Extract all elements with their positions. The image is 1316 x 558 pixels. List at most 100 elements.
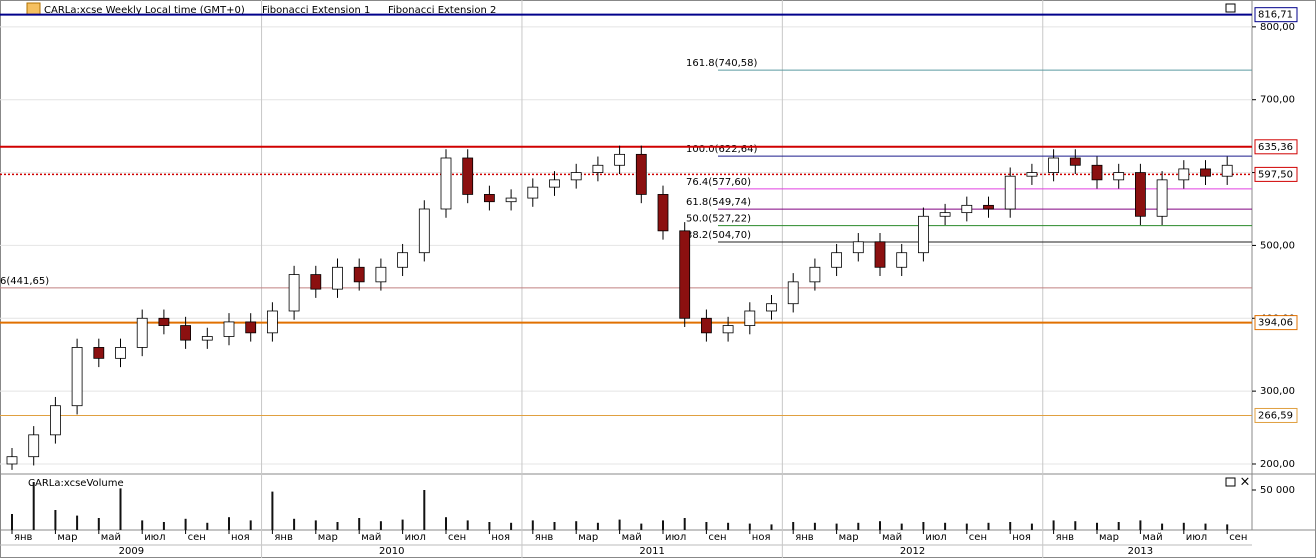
x-tick-label: май (882, 532, 902, 543)
year-label: 2013 (1128, 546, 1153, 557)
level-box (1254, 166, 1298, 182)
candle-body (310, 274, 322, 290)
close-button[interactable]: × (1240, 475, 1251, 490)
candle-body (353, 266, 365, 283)
tool-label[interactable]: Fibonacci Extension 1 (262, 5, 370, 16)
candle-body (93, 347, 105, 359)
x-tick-label: мар (578, 532, 598, 543)
candle-body (1178, 168, 1190, 181)
candle-body (1091, 164, 1103, 181)
level-box (1254, 139, 1298, 155)
x-tick-label: июл (1186, 532, 1207, 543)
level-label: 394,06 (1258, 318, 1293, 329)
candle-body (375, 266, 387, 283)
candle-body (1135, 172, 1146, 217)
maximize-button[interactable] (1225, 3, 1236, 13)
x-tick-label: сен (1229, 532, 1247, 543)
candle-body (1221, 164, 1233, 177)
fib-label: 61.8(549,74) (686, 197, 751, 208)
candle-body (462, 157, 474, 195)
level-box (1254, 7, 1298, 23)
candle-body (874, 241, 886, 268)
x-tick-label: май (101, 532, 121, 543)
tool-label[interactable]: Fibonacci Extension 2 (388, 5, 496, 16)
x-tick-label: сен (708, 532, 726, 543)
x-tick-label: мар (57, 532, 77, 543)
y-tick-label: 500,00 (1260, 240, 1295, 251)
level-box (1254, 407, 1298, 423)
x-tick-label: янв (535, 532, 554, 543)
y-tick-label: 800,00 (1260, 22, 1295, 33)
candle-body (939, 212, 951, 217)
candle-body (722, 325, 734, 334)
x-tick-label: ноя (752, 532, 771, 543)
x-tick-label: янв (795, 532, 814, 543)
y-tick-label: 200,00 (1260, 459, 1295, 470)
candle-body (50, 405, 61, 436)
candle-body (397, 252, 409, 268)
candle-body (1113, 172, 1125, 181)
x-tick-label: май (622, 532, 642, 543)
x-tick-label: ноя (491, 532, 510, 543)
x-tick-label: янв (274, 532, 293, 543)
x-tick-label: ноя (231, 532, 250, 543)
candle-body (440, 157, 452, 210)
candle-body (1004, 175, 1016, 210)
candle-body (701, 317, 712, 334)
x-tick-label: мар (318, 532, 338, 543)
fib-label: 161.8(740,58) (686, 58, 758, 69)
x-tick-label: янв (1056, 532, 1075, 543)
level-box (1254, 315, 1298, 331)
x-tick-label: мар (839, 532, 859, 543)
candle-body (570, 172, 582, 181)
candle-body (787, 281, 799, 305)
candle-body (614, 153, 625, 166)
candle-body (288, 274, 300, 312)
candle-body (136, 317, 148, 348)
y-tick-label: 700,00 (1260, 95, 1295, 106)
candle-body (332, 266, 343, 290)
chart-title[interactable]: CARLa:xcse Weekly Local time (GMT+0) (44, 5, 245, 16)
level-label: 635,36 (1258, 142, 1293, 153)
x-tick-label: мар (1099, 532, 1119, 543)
candle-body (71, 347, 83, 407)
candle-body (961, 204, 973, 214)
symbol-icon[interactable] (26, 2, 41, 16)
candle-body (1156, 179, 1168, 217)
candle-body (201, 336, 213, 341)
candle-body (418, 208, 430, 254)
x-tick-label: май (361, 532, 381, 543)
x-tick-label: май (1142, 532, 1162, 543)
year-label: 2012 (900, 546, 925, 557)
candle-body (527, 186, 539, 199)
y-tick-label: 50 000 (1260, 485, 1295, 496)
candle-body (896, 252, 908, 268)
candle-body (266, 310, 278, 334)
year-label: 2011 (639, 546, 664, 557)
candle-body (657, 194, 669, 232)
year-label: 2010 (379, 546, 404, 557)
candle-body (635, 153, 647, 195)
candle-body (744, 310, 756, 326)
x-tick-label: сен (448, 532, 466, 543)
maximize-button[interactable] (1225, 477, 1236, 487)
fib-label: 76.4(577,60) (686, 177, 751, 188)
candle-body (28, 434, 40, 458)
candle-body (679, 230, 691, 319)
level-label: 597,50 (1258, 169, 1293, 180)
candle-body (918, 215, 929, 254)
x-tick-label: июл (405, 532, 426, 543)
candle-body (831, 252, 842, 268)
candle-body (158, 317, 170, 326)
candle-body (1026, 172, 1038, 177)
candle-body (483, 194, 495, 203)
x-tick-label: июл (144, 532, 165, 543)
fib-label: 50.0(527,22) (686, 214, 751, 225)
x-tick-label: июл (665, 532, 686, 543)
candle-body (592, 164, 604, 173)
x-tick-label: ноя (1012, 532, 1031, 543)
fib-label: 100.0(622,64) (686, 144, 758, 155)
candle-body (6, 456, 18, 465)
candle-body (505, 197, 517, 203)
